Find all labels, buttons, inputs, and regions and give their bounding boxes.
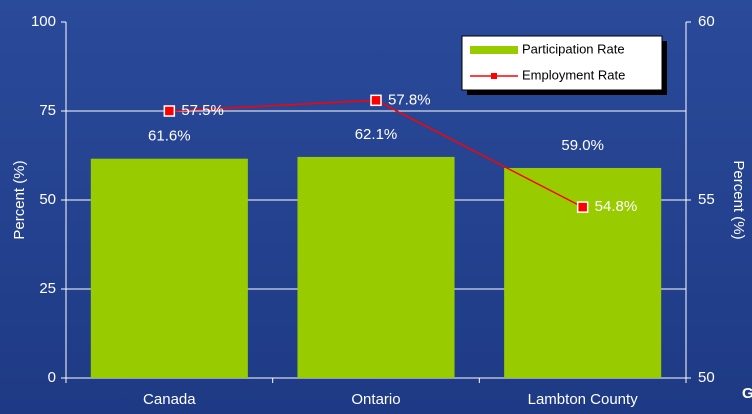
y2-tick-label: 60 <box>698 13 715 30</box>
line-value-label: 54.8% <box>595 198 638 215</box>
line-value-label: 57.5% <box>181 102 224 119</box>
y2-tick-label: 50 <box>698 369 715 386</box>
y-tick-label: 100 <box>31 13 56 30</box>
x-tick-label: Ontario <box>351 391 400 408</box>
line-value-label: 57.8% <box>388 91 431 108</box>
y-axis-title: Percent (%) <box>11 160 28 239</box>
bar <box>90 158 248 378</box>
y2-axis-title: Percent (%) <box>730 160 747 239</box>
bar <box>297 156 455 378</box>
x-tick-label: Canada <box>143 391 196 408</box>
legend-label: Employment Rate <box>522 67 625 82</box>
x-tick-label: Lambton County <box>528 391 639 408</box>
line-marker <box>163 105 176 117</box>
line-marker <box>370 94 382 107</box>
annotation: G <box>742 385 752 402</box>
y-tick-label: 0 <box>48 369 56 386</box>
legend-box <box>461 35 663 91</box>
bar-value-label: 61.6% <box>148 128 191 145</box>
bar-value-label: 59.0% <box>561 137 604 154</box>
y-tick-label: 75 <box>39 102 56 119</box>
y-tick-label: 25 <box>39 280 56 297</box>
bar <box>504 167 662 378</box>
legend-label: Participation Rate <box>522 41 625 56</box>
y2-tick-label: 55 <box>698 191 715 208</box>
legend-swatch <box>470 46 518 54</box>
legend: Participation Rate Employment Rate <box>461 35 667 95</box>
legend-marker <box>491 73 497 79</box>
line-marker <box>576 201 589 213</box>
bar-value-label: 62.1% <box>355 126 398 143</box>
y-tick-label: 50 <box>39 191 56 208</box>
